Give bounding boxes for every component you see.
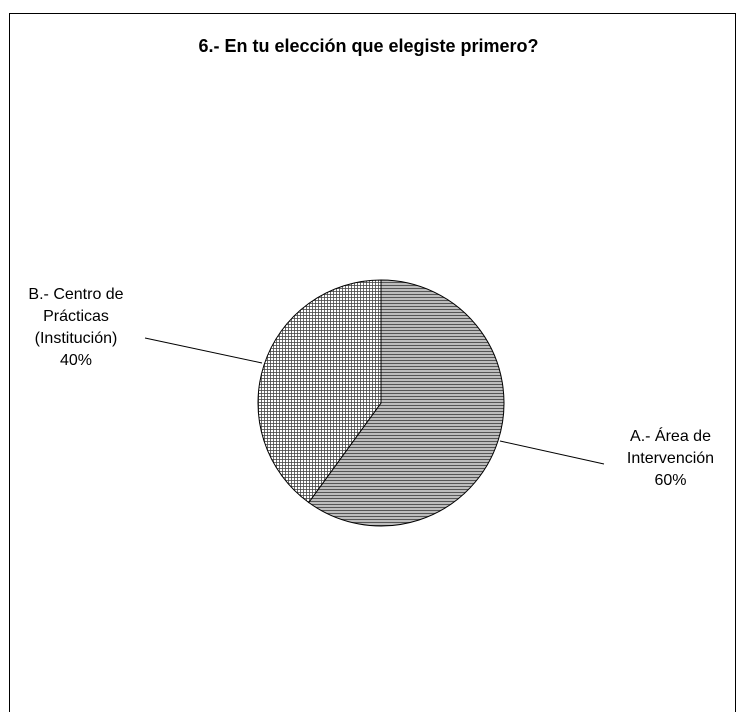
chart-title: 6.- En tu elección que elegiste primero? [198, 36, 539, 56]
slice-label-b: B.- Centro de Prácticas (Institución) 40… [0, 284, 152, 372]
slice-label-a: A.- Área de Intervención 60% [604, 426, 737, 492]
slice-label-a-line-1: A.- Área de [630, 428, 711, 445]
slice-label-b-pct: 40% [59, 352, 93, 369]
chart-frame [9, 13, 736, 712]
slice-label-a-line-2: Intervención [626, 450, 715, 467]
slice-label-a-pct: 60% [654, 472, 687, 489]
slice-label-b-line-1: B.- Centro de [28, 286, 124, 303]
pie-slice-a [308, 279, 505, 527]
leader-line-b [144, 337, 263, 364]
slice-label-b-line-3: (Institución) [34, 330, 118, 347]
slice-label-b-line-2: Prácticas [43, 308, 109, 325]
leader-line-a [499, 440, 605, 465]
pie-slice-b [257, 279, 382, 504]
